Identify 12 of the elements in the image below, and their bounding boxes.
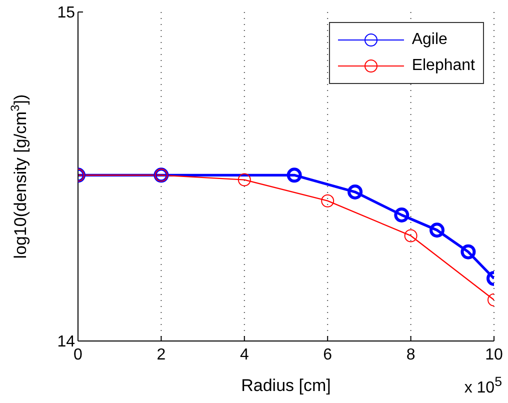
- x-tick-label: 6: [323, 346, 332, 364]
- legend-label: Agile: [412, 31, 448, 49]
- x-tick-label: 8: [406, 346, 416, 364]
- y-tick-label: 14: [57, 334, 76, 351]
- x-tick-label: 2: [156, 346, 166, 364]
- x-tick-label: 4: [240, 346, 249, 364]
- y-tick-label: 15: [57, 4, 76, 22]
- text: x 10$^{5}$: [464, 374, 502, 397]
- x-axis-title: Radius [cm]: [241, 376, 331, 395]
- x-tick-label: 10: [485, 346, 503, 364]
- legend-label: Elephant: [412, 57, 475, 75]
- x-tick-label: 0: [74, 346, 83, 364]
